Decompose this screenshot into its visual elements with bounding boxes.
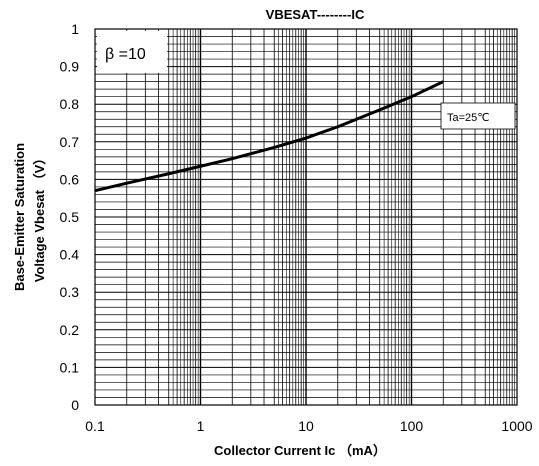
y-tick-label: 0.4 [60,247,80,263]
grid [95,29,517,405]
x-tick-labels: 0.1 1 10 100 1000 [85,418,533,434]
y-axis-label-line-2: Voltage Vbesat （V） [32,152,47,283]
y-tick-labels: 0 0.1 0.2 0.3 0.4 0.5 0.6 0.7 0.8 0.9 1 [60,21,80,413]
y-tick-label: 0.5 [60,209,80,225]
y-tick-label: 0 [71,397,79,413]
beta-annotation-background [97,31,167,73]
y-tick-label: 1 [71,21,79,37]
temperature-annotation-background [440,102,516,130]
y-tick-label: 0.8 [60,96,80,112]
plot-frame [94,28,518,406]
beta-annotation-text: β =10 [105,46,146,63]
y-tick-label: 0.7 [60,134,80,150]
x-axis-label: Collector Current Ic （mA） [214,443,386,458]
y-tick-label: 0.3 [60,284,80,300]
y-tick-label: 0.2 [60,322,80,338]
x-tick-label: 1 [197,418,205,434]
temperature-annotation-text: Ta=25℃ [447,112,490,124]
beta-annotation: β =10 [97,31,167,73]
y-tick-label: 0.1 [60,359,80,375]
y-tick-label: 0.6 [60,171,80,187]
x-tick-label: 1000 [501,418,532,434]
y-axis-label-line-1: Base-Emitter Saturation [12,143,27,291]
chart-title: VBESAT--------IC [266,7,365,22]
temperature-annotation: Ta=25℃ [440,102,516,130]
series-line [94,80,444,193]
y-tick-label: 0.9 [60,59,80,75]
x-tick-label: 100 [400,418,424,434]
x-tick-label: 0.1 [85,418,105,434]
x-tick-label: 10 [298,418,314,434]
